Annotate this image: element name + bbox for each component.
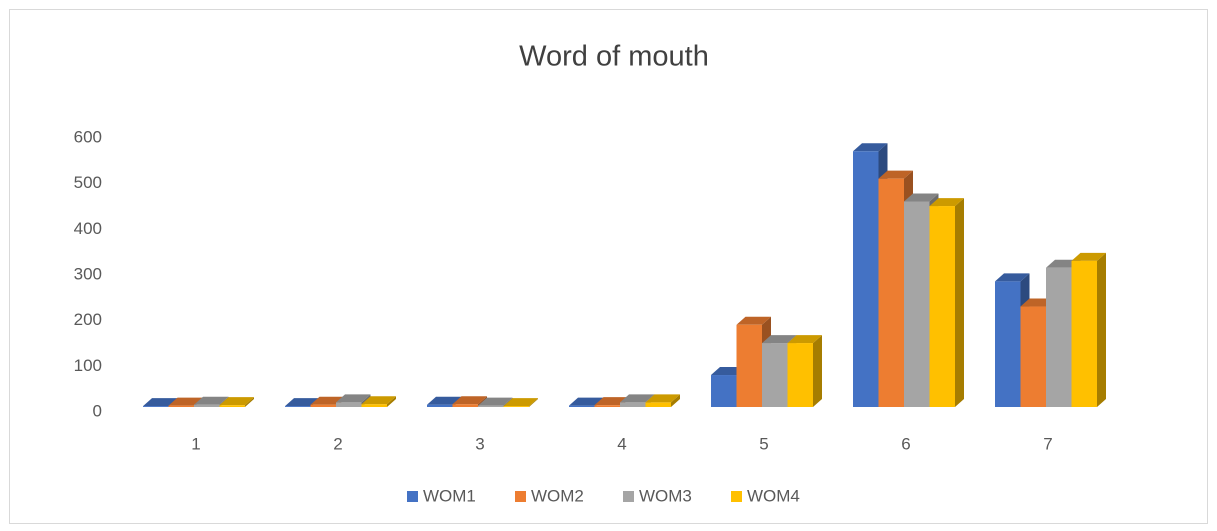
y-tick-label: 200	[74, 310, 102, 329]
x-tick-label: 3	[475, 434, 484, 453]
bar-top	[878, 170, 913, 179]
bar-side	[245, 397, 254, 407]
bar	[361, 404, 387, 407]
bar	[762, 343, 788, 407]
bar-side	[955, 198, 964, 407]
bar-side	[813, 335, 822, 407]
bar	[219, 405, 245, 407]
bar-top	[219, 397, 254, 406]
legend-swatch	[407, 491, 418, 502]
legend-swatch	[731, 491, 742, 502]
x-tick-label: 2	[333, 434, 342, 453]
legend-label: WOM4	[747, 486, 800, 505]
bar	[645, 402, 671, 407]
bar	[594, 405, 620, 407]
bar	[168, 405, 194, 407]
bar	[285, 406, 311, 407]
bar	[711, 375, 737, 407]
bar-top	[285, 398, 320, 407]
bar-top	[853, 143, 888, 152]
bar	[904, 201, 930, 407]
bar	[620, 402, 646, 407]
bar	[929, 206, 955, 407]
bar-top	[452, 396, 487, 405]
bar-top	[1071, 252, 1106, 261]
bar	[1071, 260, 1097, 407]
y-tick-label: 600	[74, 127, 102, 146]
bar-top	[336, 394, 371, 403]
bar-side	[529, 398, 538, 407]
x-tick-label: 4	[617, 434, 626, 453]
bar-top	[427, 396, 462, 405]
legend-label: WOM1	[423, 486, 476, 505]
legend-swatch	[515, 491, 526, 502]
legend-label: WOM2	[531, 486, 584, 505]
bar	[194, 404, 220, 407]
x-tick-label: 1	[191, 434, 200, 453]
bar	[787, 343, 813, 407]
bar-top	[904, 193, 939, 202]
bar-top	[995, 273, 1030, 282]
bar-top	[361, 396, 396, 405]
bar	[452, 404, 478, 407]
bar-top	[645, 394, 680, 403]
x-tick-label: 5	[759, 434, 768, 453]
bar-side	[1097, 252, 1106, 407]
bar-top	[736, 316, 771, 325]
bar	[853, 151, 879, 407]
bar	[736, 324, 762, 407]
bar-top	[787, 335, 822, 344]
chart-border	[9, 9, 1208, 524]
bar	[310, 404, 336, 407]
y-tick-label: 300	[74, 264, 102, 283]
bar-top	[569, 397, 604, 406]
bar	[503, 406, 529, 407]
legend-label: WOM3	[639, 486, 692, 505]
y-tick-label: 500	[74, 173, 102, 192]
x-tick-label: 7	[1043, 434, 1052, 453]
bar	[569, 405, 595, 407]
y-tick-label: 100	[74, 356, 102, 375]
bar-top	[762, 335, 797, 344]
bar-top	[143, 398, 178, 407]
bar-top	[929, 198, 964, 207]
chart-title: Word of mouth	[519, 41, 709, 73]
bar-top	[503, 398, 538, 407]
bar-top	[168, 397, 203, 406]
legend-swatch	[623, 491, 634, 502]
bar-side	[671, 394, 680, 407]
bar	[995, 281, 1021, 407]
y-tick-label: 400	[74, 219, 102, 238]
bar	[427, 404, 453, 407]
bar	[1020, 306, 1046, 407]
bar-top	[478, 397, 513, 406]
bar	[478, 405, 504, 407]
bar	[143, 406, 169, 407]
bar-top	[194, 396, 229, 405]
x-tick-label: 6	[901, 434, 910, 453]
y-tick-label: 0	[93, 401, 102, 420]
bar	[878, 178, 904, 407]
bar	[336, 402, 362, 407]
bar-side	[387, 396, 396, 407]
bar	[1046, 267, 1072, 407]
bar-top	[620, 394, 655, 403]
